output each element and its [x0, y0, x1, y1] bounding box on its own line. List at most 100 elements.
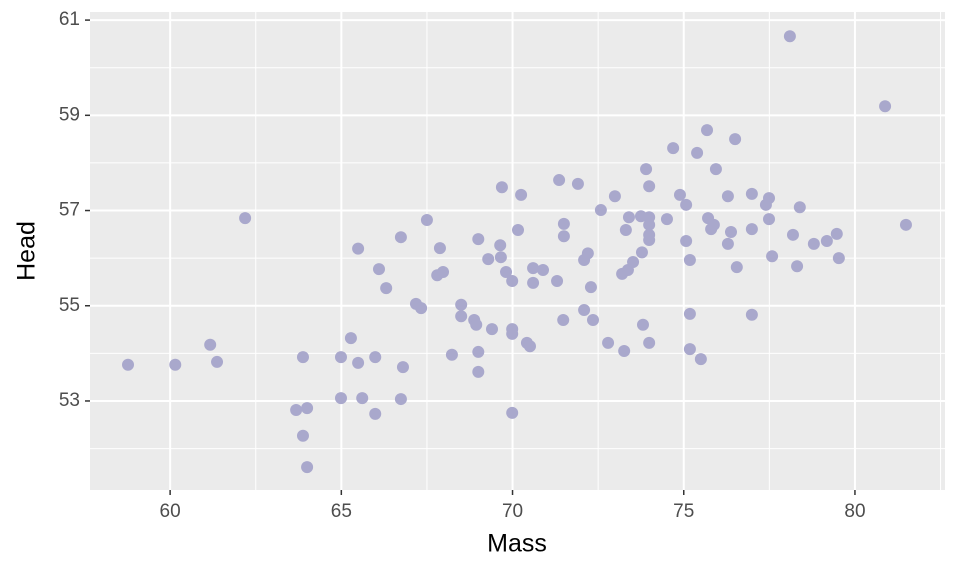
point	[394, 231, 407, 244]
x-tick-label: 65	[331, 501, 352, 522]
point	[581, 247, 594, 260]
point	[122, 358, 135, 371]
point	[455, 298, 468, 311]
point	[820, 235, 833, 248]
point	[515, 188, 528, 201]
y-tick-label: 53	[59, 390, 80, 411]
point	[730, 261, 743, 274]
point	[482, 253, 495, 266]
point	[537, 264, 550, 277]
point	[763, 213, 776, 226]
point	[394, 393, 407, 406]
point	[745, 223, 758, 236]
y-tick-label: 57	[59, 200, 80, 221]
point	[352, 242, 365, 255]
point	[619, 224, 632, 237]
point	[523, 340, 536, 353]
point	[557, 217, 570, 230]
point	[793, 201, 806, 214]
point	[369, 351, 382, 364]
point	[622, 211, 635, 224]
point	[455, 310, 468, 323]
point	[301, 402, 314, 415]
point	[380, 282, 393, 295]
point	[694, 353, 707, 366]
point	[745, 187, 758, 200]
x-axis-title: Mass	[487, 530, 547, 558]
point	[396, 361, 409, 374]
point	[433, 242, 446, 255]
point	[415, 302, 428, 315]
point	[709, 163, 722, 176]
point	[680, 198, 693, 211]
point	[239, 212, 252, 225]
point	[724, 225, 737, 238]
point	[683, 343, 696, 356]
point	[584, 281, 597, 294]
point	[673, 188, 686, 201]
point	[701, 124, 714, 137]
point	[485, 323, 498, 336]
point	[472, 233, 485, 246]
point	[334, 351, 347, 364]
y-tick-label: 61	[59, 9, 80, 30]
point	[527, 262, 540, 275]
point	[763, 192, 776, 205]
point	[830, 227, 843, 240]
x-tick-label: 80	[844, 501, 865, 522]
point	[786, 228, 799, 241]
point	[667, 142, 680, 155]
point	[707, 218, 720, 231]
x-tick-label: 60	[160, 501, 181, 522]
x-tick-label: 70	[502, 501, 523, 522]
point	[691, 146, 704, 159]
y-tick-label: 59	[59, 104, 80, 125]
point	[557, 314, 570, 327]
point	[211, 355, 224, 368]
point	[204, 338, 217, 351]
panel	[90, 12, 945, 490]
point	[745, 308, 758, 321]
point	[296, 429, 309, 442]
point	[470, 318, 483, 331]
point	[494, 251, 507, 264]
point	[334, 392, 347, 405]
point	[721, 237, 734, 250]
point	[636, 318, 649, 331]
point	[420, 214, 433, 227]
x-tick-label: 75	[673, 501, 694, 522]
point	[683, 307, 696, 320]
point	[587, 314, 600, 327]
point	[553, 174, 566, 187]
point	[301, 461, 314, 474]
point	[635, 246, 648, 259]
point	[899, 218, 912, 231]
point	[437, 265, 450, 278]
point	[783, 30, 796, 43]
point	[527, 276, 540, 289]
point	[557, 230, 570, 243]
point	[660, 213, 673, 226]
point	[506, 274, 519, 287]
point	[169, 358, 182, 371]
point	[551, 274, 564, 287]
point	[608, 190, 621, 203]
point	[879, 100, 892, 113]
point	[500, 265, 513, 278]
point	[506, 406, 519, 419]
point	[369, 407, 382, 420]
point	[472, 365, 485, 378]
point	[766, 250, 779, 263]
point	[578, 304, 591, 317]
point	[721, 190, 734, 203]
point	[445, 348, 458, 361]
point	[506, 327, 519, 340]
point	[680, 235, 693, 248]
point	[594, 204, 607, 217]
point	[832, 252, 845, 265]
point	[683, 254, 696, 267]
point	[512, 224, 525, 237]
point	[640, 163, 653, 176]
point	[494, 239, 507, 252]
